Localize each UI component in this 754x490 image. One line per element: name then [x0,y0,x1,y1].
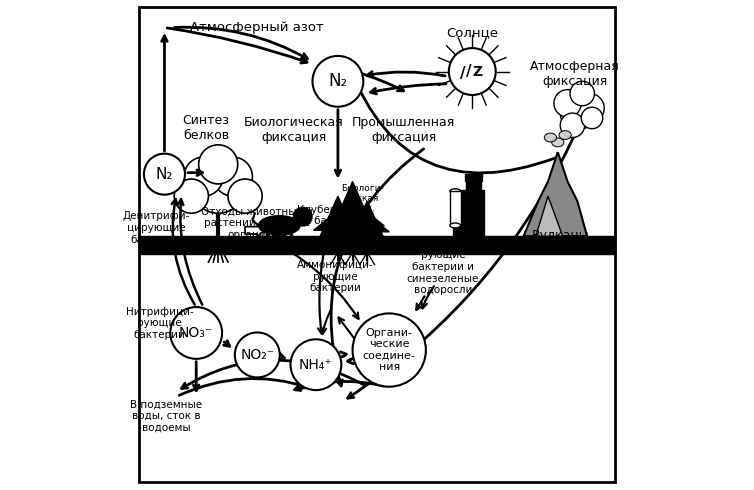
Text: NO₂⁻: NO₂⁻ [241,348,274,362]
Ellipse shape [450,223,461,228]
Ellipse shape [259,216,300,235]
Text: Аммонифици-
рующие
бактерии: Аммонифици- рующие бактерии [297,260,374,294]
Circle shape [174,179,208,213]
Text: Вулканы: Вулканы [532,229,589,242]
Text: Нитрифици-
рующие
бактерии: Нитрифици- рующие бактерии [126,307,194,340]
Circle shape [554,90,581,117]
Circle shape [170,307,222,359]
Polygon shape [350,201,385,240]
Polygon shape [314,211,363,230]
Ellipse shape [559,131,572,140]
Circle shape [184,157,223,196]
Text: Промышленная
фиксация: Промышленная фиксация [352,116,455,144]
Text: /: / [465,64,471,79]
Text: Синтез
белков: Синтез белков [182,114,229,142]
Text: NH₄⁺: NH₄⁺ [299,358,333,372]
Text: Отходы животных и
растений, мертвые
организмы: Отходы животных и растений, мертвые орга… [201,206,313,240]
Circle shape [312,56,363,107]
Circle shape [353,314,426,387]
Text: Атмосферный азот: Атмосферный азот [191,21,324,34]
Circle shape [560,96,594,130]
Polygon shape [523,152,587,236]
Bar [466,177,474,236]
FancyArrow shape [245,224,265,237]
Circle shape [575,94,604,123]
Text: Атмосферная
фиксация: Атмосферная фиксация [530,60,620,88]
Text: N₂: N₂ [156,167,173,182]
Text: Z: Z [472,65,483,78]
Bar [465,174,475,181]
Circle shape [228,179,262,213]
Bar [452,190,485,236]
Text: Органи-
ческие
соедине-
ния: Органи- ческие соедине- ния [363,328,415,372]
Text: /: / [460,67,465,81]
Text: Биологическая
фиксация: Биологическая фиксация [244,116,344,144]
Ellipse shape [552,138,564,147]
Circle shape [192,159,245,213]
Circle shape [198,145,238,184]
Polygon shape [320,200,385,226]
Circle shape [290,339,342,390]
Text: NO₃⁻: NO₃⁻ [179,326,213,340]
Circle shape [234,332,280,377]
Text: N₂: N₂ [328,73,348,90]
Circle shape [560,113,584,138]
Text: Клубенько-
вые бактерии: Клубенько- вые бактерии [290,205,366,226]
Text: В подземные
воды, сток в
водоемы: В подземные воды, сток в водоемы [130,399,202,433]
Bar [474,177,481,236]
Circle shape [581,107,602,129]
Polygon shape [345,214,389,232]
Polygon shape [536,196,562,236]
Text: Азотофикси-
рующие
бактерии и
синезеленые
водоросли: Азотофикси- рующие бактерии и синезелены… [406,239,479,295]
Circle shape [570,81,594,106]
Text: Денитрифи-
цирующие
бактерии: Денитрифи- цирующие бактерии [122,211,190,245]
Ellipse shape [544,133,556,142]
Text: Биологи-
ческая
фикс.: Биологи- ческая фикс. [341,184,384,214]
Text: Солнце: Солнце [446,26,498,39]
Polygon shape [318,196,357,240]
Polygon shape [327,181,378,240]
Circle shape [213,157,253,196]
Bar [450,191,461,225]
Ellipse shape [450,189,461,194]
Circle shape [449,48,495,95]
Circle shape [144,154,185,195]
Bar [472,174,482,181]
Circle shape [293,207,312,226]
